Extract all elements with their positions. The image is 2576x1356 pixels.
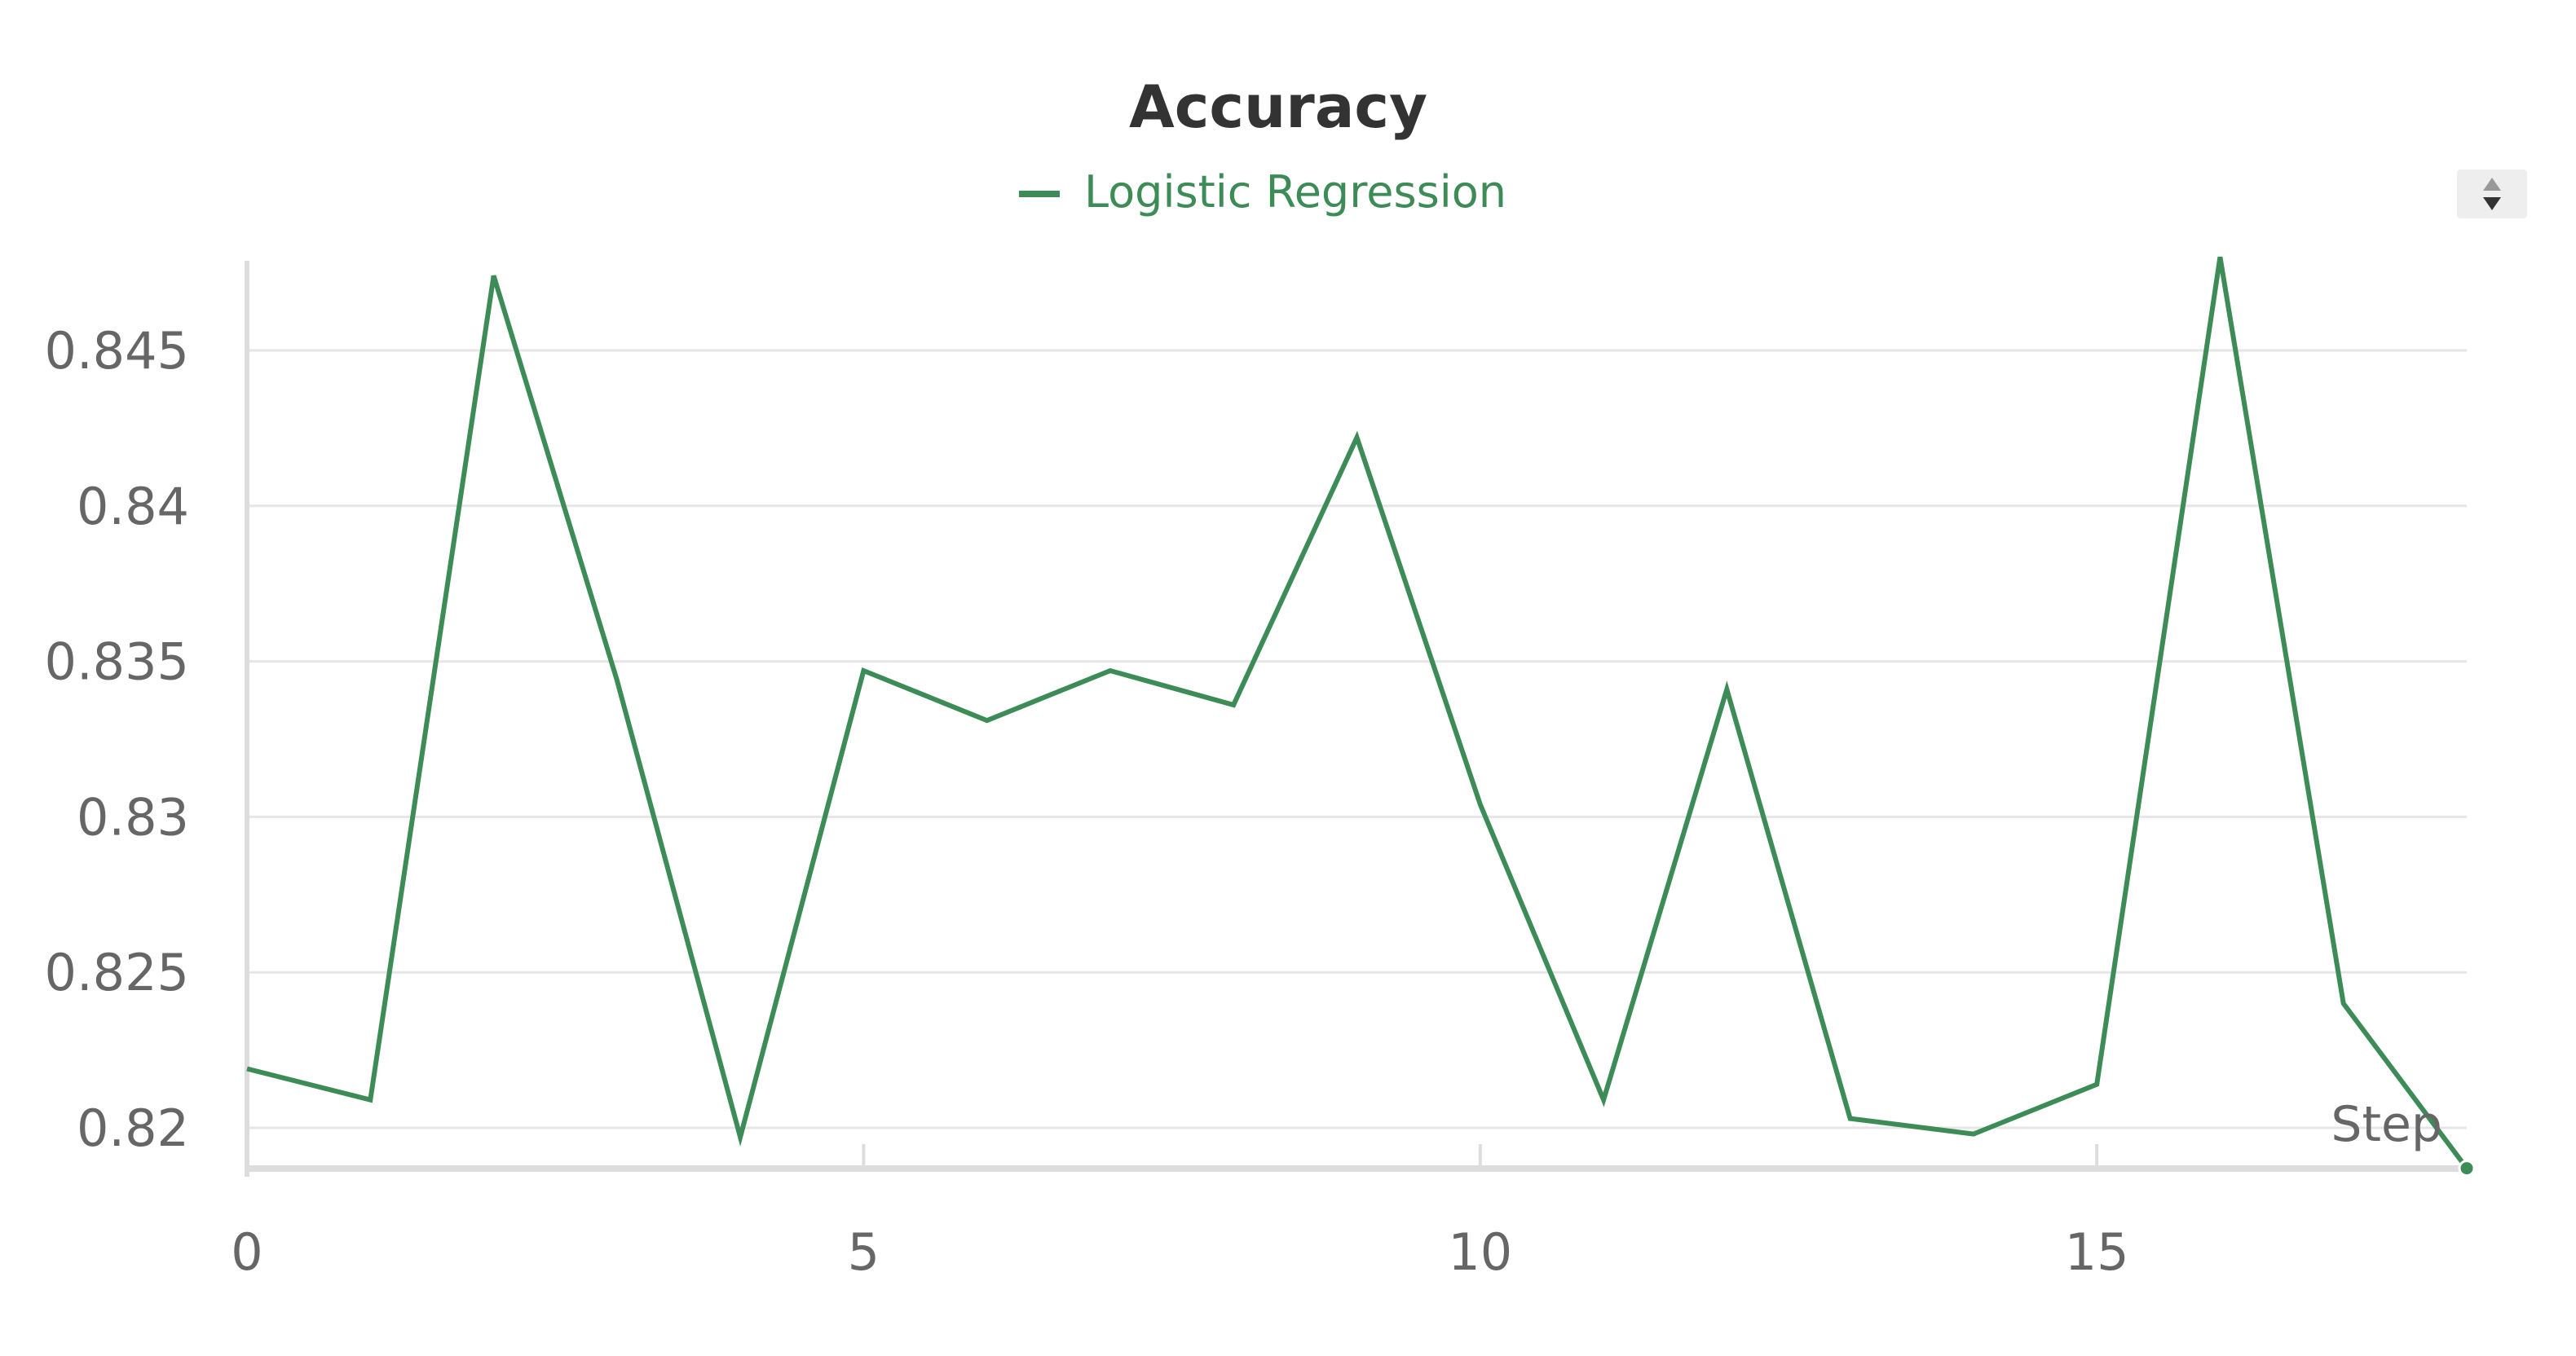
y-tick-label: 0.835 (45, 632, 190, 692)
x-tick-label: 5 (848, 1222, 880, 1282)
x-tick-labels: 0 5 10 15 (231, 1222, 2128, 1282)
y-tick-label: 0.83 (77, 787, 189, 847)
x-tick-label: 0 (231, 1222, 262, 1282)
chart-title: Accuracy (1129, 73, 1427, 141)
y-tick-label: 0.84 (77, 477, 189, 536)
series-lines (246, 257, 2476, 1178)
legend-label-series-0[interactable]: Logistic Regression (1084, 166, 1506, 218)
series-end-point[interactable] (2458, 1160, 2476, 1178)
legend[interactable]: Logistic Regression (1019, 166, 1506, 218)
y-tick-labels: 0.82 0.825 0.83 0.835 0.84 0.845 (45, 321, 190, 1158)
y-tick-label: 0.825 (45, 943, 190, 1002)
grid-lines (247, 349, 2467, 1129)
series-line-0 (246, 257, 2469, 1170)
y-tick-label: 0.845 (45, 321, 190, 381)
x-tick-label: 15 (2065, 1222, 2129, 1282)
y-tick-label: 0.82 (77, 1098, 189, 1158)
up-down-arrows-icon[interactable] (2457, 170, 2527, 218)
x-axis-title: Step (2331, 1096, 2442, 1153)
legend-scroll-control[interactable] (2457, 170, 2527, 218)
axes (245, 261, 2467, 1177)
x-tick-label: 10 (1448, 1222, 1512, 1282)
